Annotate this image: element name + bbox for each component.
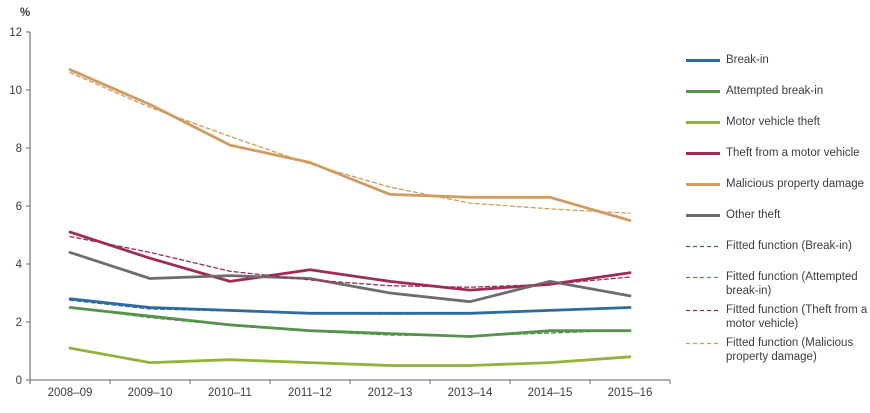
legend-label-fitted-function-attempted-break-in: Fitted function (Attempted break-in): [726, 271, 858, 297]
legend-dashed-line-icon: [686, 276, 720, 279]
y-tick-label: 8: [16, 143, 22, 155]
legend-item-fitted-function-break-in: Fitted function (Break-in): [686, 239, 868, 253]
series-line-fitted-function-break-in: [69, 299, 631, 315]
legend-item-fitted-function-attempted-break-in: Fitted function (Attempted break-in): [686, 270, 868, 298]
legend-item-fitted-function-malicious-property-damage: Fitted function (Malicious property dama…: [686, 336, 868, 364]
series-line-fitted-function-theft-from-a-motor-vehicle: [69, 235, 631, 288]
legend-item-other-theft: Other theft: [686, 208, 868, 222]
x-tick-label: 2011–12: [288, 387, 332, 399]
legend-item-motor-vehicle-theft: Motor vehicle theft: [686, 115, 868, 129]
legend-solid-line-icon: [686, 59, 720, 62]
legend-dashed-line-icon: [686, 309, 720, 312]
legend-label-fitted-function-theft-from-a-motor-vehicle: Fitted function (Theft from a motor vehi…: [726, 304, 868, 330]
legend-label-motor-vehicle-theft: Motor vehicle theft: [726, 116, 820, 128]
legend-label-break-in: Break-in: [726, 54, 769, 66]
legend-solid-line-icon: [686, 214, 720, 217]
legend-solid-line-icon: [686, 90, 720, 93]
legend-item-malicious-property-damage: Malicious property damage: [686, 177, 868, 191]
y-tick-label: 12: [9, 27, 22, 39]
y-tick-label: 0: [16, 375, 22, 387]
legend-label-other-theft: Other theft: [726, 209, 781, 221]
chart-legend: Break-in Attempted break-in Motor vehicle …: [686, 53, 868, 369]
legend-item-fitted-function-theft-from-a-motor-vehicle: Fitted function (Theft from a motor vehi…: [686, 303, 868, 331]
x-tick-label: 2013–14: [448, 387, 493, 399]
legend-label-malicious-property-damage: Malicious property damage: [726, 178, 865, 190]
x-tick-label: 2014–15: [528, 387, 573, 399]
legend-item-attempted-break-in: Attempted break-in: [686, 84, 868, 98]
legend-solid-line-icon: [686, 183, 720, 186]
x-tick-label: 2009–10: [128, 387, 173, 399]
x-tick-label: 2015–16: [608, 387, 653, 399]
legend-item-theft-from-a-motor-vehicle: Theft from a motor vehicle: [686, 146, 868, 160]
legend-label-attempted-break-in: Attempted break-in: [726, 85, 824, 97]
y-tick-label: 4: [16, 259, 23, 271]
x-tick-label: 2012–13: [368, 387, 413, 399]
legend-solid-line-icon: [686, 152, 720, 155]
y-tick-label: 10: [9, 85, 22, 97]
legend-label-fitted-function-malicious-property-damage: Fitted function (Malicious property dama…: [726, 337, 854, 363]
y-tick-label: 2: [16, 317, 22, 329]
legend-dashed-line-icon: [686, 245, 720, 248]
series-line-motor-vehicle-theft: [68, 346, 632, 367]
legend-label-theft-from-a-motor-vehicle: Theft from a motor vehicle: [726, 147, 860, 159]
series-line-malicious-property-damage: [68, 68, 632, 222]
legend-solid-line-icon: [686, 121, 720, 124]
y-axis-unit-label: %: [20, 7, 30, 19]
plot-area: 0 2 4 6 8 10 12% 2008–09 2009–10 2010–11 2011–12 20…: [9, 7, 671, 399]
legend-dashed-line-icon: [686, 342, 720, 345]
y-tick-label: 6: [16, 201, 22, 213]
series-line-fitted-function-malicious-property-damage: [69, 71, 631, 214]
series-line-fitted-function-attempted-break-in: [69, 306, 631, 337]
x-tick-label: 2010–11: [208, 387, 252, 399]
x-tick-label: 2008–09: [48, 387, 93, 399]
legend-item-break-in: Break-in: [686, 53, 868, 67]
legend-label-fitted-function-break-in: Fitted function (Break-in): [726, 240, 852, 252]
series-line-attempted-break-in: [68, 306, 632, 338]
